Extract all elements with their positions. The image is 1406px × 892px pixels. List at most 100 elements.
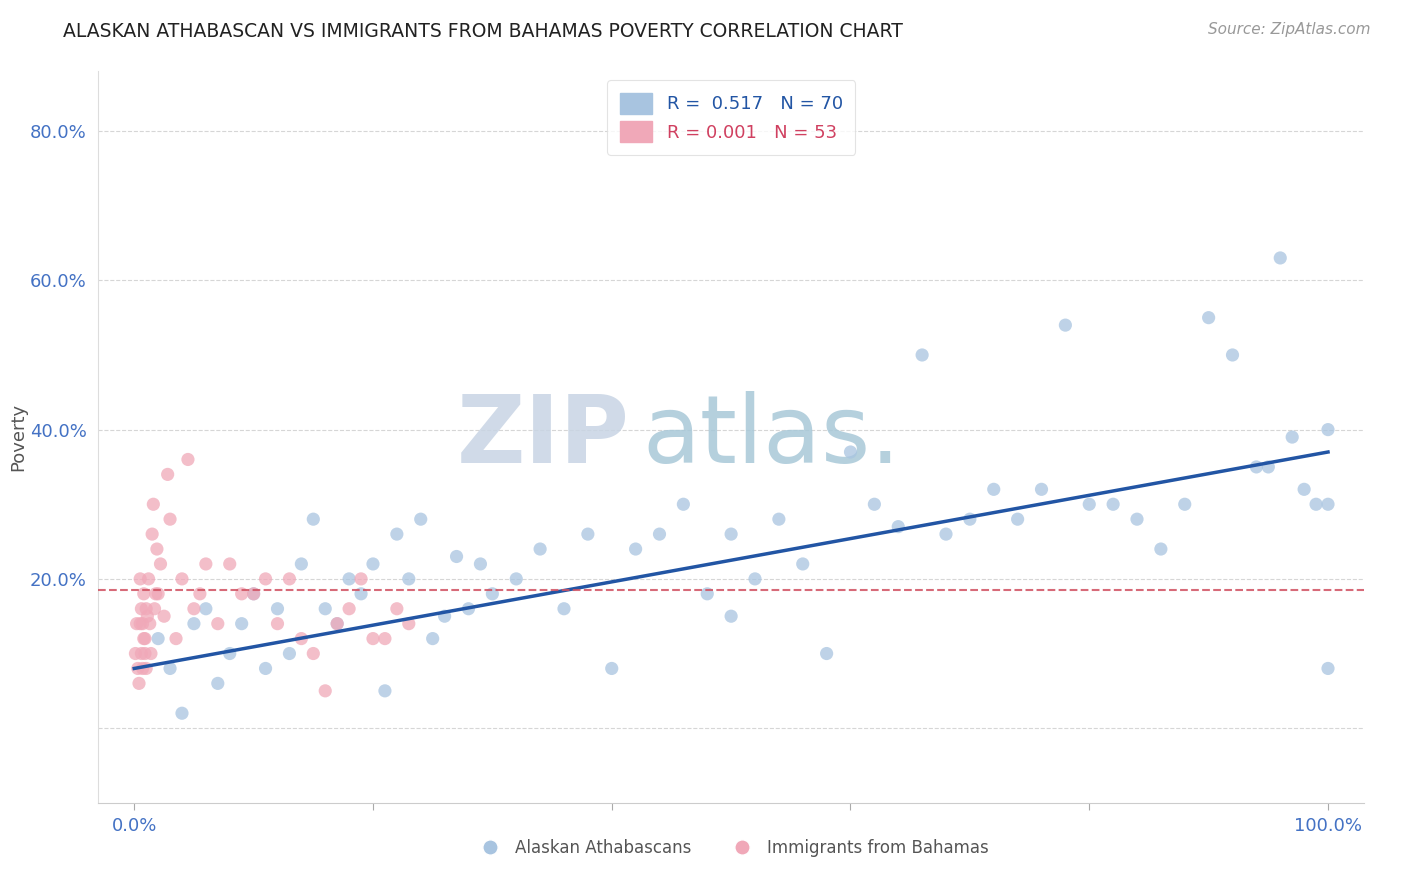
Point xyxy=(326,616,349,631)
Point xyxy=(132,632,155,646)
Point xyxy=(350,587,373,601)
Point xyxy=(242,587,264,601)
Point xyxy=(142,497,165,511)
Point xyxy=(146,632,169,646)
Point xyxy=(1317,661,1340,675)
Point xyxy=(139,616,162,631)
Point xyxy=(231,587,253,601)
Point xyxy=(1294,483,1316,497)
Point xyxy=(131,601,153,615)
Point xyxy=(125,616,148,631)
Point xyxy=(337,572,360,586)
Point xyxy=(131,616,153,631)
Point xyxy=(398,616,420,631)
Point xyxy=(1126,512,1149,526)
Point xyxy=(141,527,163,541)
Point xyxy=(457,601,479,615)
Point xyxy=(290,557,312,571)
Point xyxy=(839,445,862,459)
Point xyxy=(470,557,492,571)
Point xyxy=(1270,251,1292,265)
Point xyxy=(792,557,814,571)
Point xyxy=(1281,430,1303,444)
Point xyxy=(231,616,253,631)
Point xyxy=(696,587,718,601)
Point xyxy=(188,587,211,601)
Point xyxy=(983,483,1005,497)
Point xyxy=(1078,497,1101,511)
Point xyxy=(1246,459,1268,474)
Point xyxy=(1007,512,1029,526)
Legend: Alaskan Athabascans, Immigrants from Bahamas: Alaskan Athabascans, Immigrants from Bah… xyxy=(467,832,995,864)
Point xyxy=(278,647,301,661)
Point xyxy=(911,348,934,362)
Point xyxy=(959,512,981,526)
Point xyxy=(278,572,301,586)
Point xyxy=(254,572,277,586)
Point xyxy=(314,683,336,698)
Point xyxy=(326,616,349,631)
Point xyxy=(576,527,599,541)
Point xyxy=(207,676,229,690)
Point xyxy=(409,512,432,526)
Point xyxy=(134,647,156,661)
Point xyxy=(350,572,373,586)
Point xyxy=(1305,497,1327,511)
Point xyxy=(135,661,157,675)
Point xyxy=(1222,348,1244,362)
Point xyxy=(1317,497,1340,511)
Point xyxy=(136,609,159,624)
Point xyxy=(744,572,766,586)
Point xyxy=(935,527,957,541)
Point xyxy=(146,587,169,601)
Point xyxy=(159,661,181,675)
Point xyxy=(553,601,575,615)
Point xyxy=(149,557,172,571)
Point xyxy=(266,616,288,631)
Point xyxy=(361,557,384,571)
Point xyxy=(145,587,167,601)
Point xyxy=(254,661,277,675)
Point xyxy=(129,572,152,586)
Point xyxy=(302,647,325,661)
Point xyxy=(768,512,790,526)
Point xyxy=(124,647,146,661)
Point xyxy=(146,542,169,557)
Point xyxy=(207,616,229,631)
Point xyxy=(600,661,623,675)
Point xyxy=(156,467,179,482)
Point xyxy=(218,557,240,571)
Point xyxy=(887,519,910,533)
Point xyxy=(385,527,408,541)
Point xyxy=(131,647,153,661)
Point xyxy=(242,587,264,601)
Point xyxy=(135,601,157,615)
Point xyxy=(374,683,396,698)
Point xyxy=(1317,423,1340,437)
Point xyxy=(648,527,671,541)
Point xyxy=(143,601,166,615)
Text: Source: ZipAtlas.com: Source: ZipAtlas.com xyxy=(1208,22,1371,37)
Point xyxy=(624,542,647,557)
Text: atlas.: atlas. xyxy=(643,391,901,483)
Y-axis label: Poverty: Poverty xyxy=(10,403,28,471)
Point xyxy=(153,609,176,624)
Point xyxy=(337,601,360,615)
Point xyxy=(398,572,420,586)
Point xyxy=(863,497,886,511)
Point xyxy=(422,632,444,646)
Point xyxy=(1257,459,1279,474)
Point xyxy=(1198,310,1220,325)
Point xyxy=(314,601,336,615)
Point xyxy=(165,632,187,646)
Point xyxy=(720,609,742,624)
Point xyxy=(1102,497,1125,511)
Point xyxy=(139,647,162,661)
Point xyxy=(132,587,155,601)
Point xyxy=(1031,483,1053,497)
Point xyxy=(481,587,503,601)
Text: ZIP: ZIP xyxy=(457,391,630,483)
Point xyxy=(433,609,456,624)
Point xyxy=(720,527,742,541)
Point xyxy=(446,549,468,564)
